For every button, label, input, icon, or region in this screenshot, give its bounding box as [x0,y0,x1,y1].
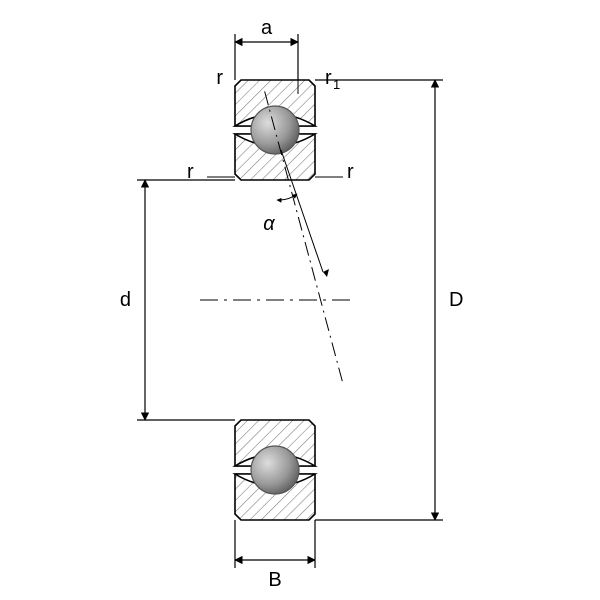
label-a: a [261,17,273,39]
label-r1-sub: 1 [333,77,340,92]
label-r1: r [325,67,332,89]
label-alpha: α [263,213,275,235]
label-d: d [120,289,131,311]
bearing-cross-section-diagram: αarr1rrdDB [0,0,600,600]
label-r-top-left: r [216,67,223,89]
label-r-right: r [347,161,354,183]
ball-bot [251,446,299,494]
label-B: B [268,569,281,591]
label-D: D [449,289,463,311]
